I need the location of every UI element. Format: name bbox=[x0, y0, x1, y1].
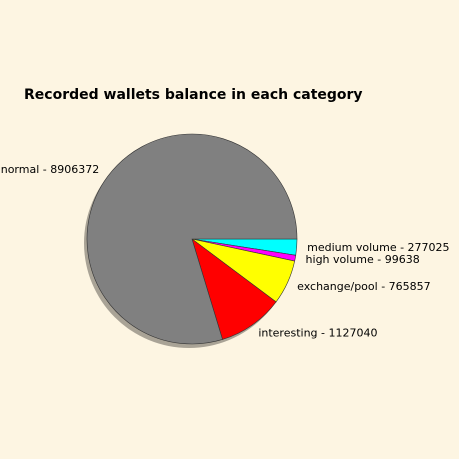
slice-label-normal: normal - 8906372 bbox=[1, 163, 100, 176]
pie-slice-normal bbox=[86, 133, 298, 345]
slice-label-interesting: interesting - 1127040 bbox=[258, 327, 377, 340]
slice-label-high-volume: high volume - 99638 bbox=[306, 253, 420, 266]
chart-title: Recorded wallets balance in each categor… bbox=[24, 87, 363, 103]
slice-label-medium-volume: medium volume - 277025 bbox=[307, 241, 449, 254]
slice-label-exchange-pool: exchange/pool - 765857 bbox=[297, 280, 431, 293]
